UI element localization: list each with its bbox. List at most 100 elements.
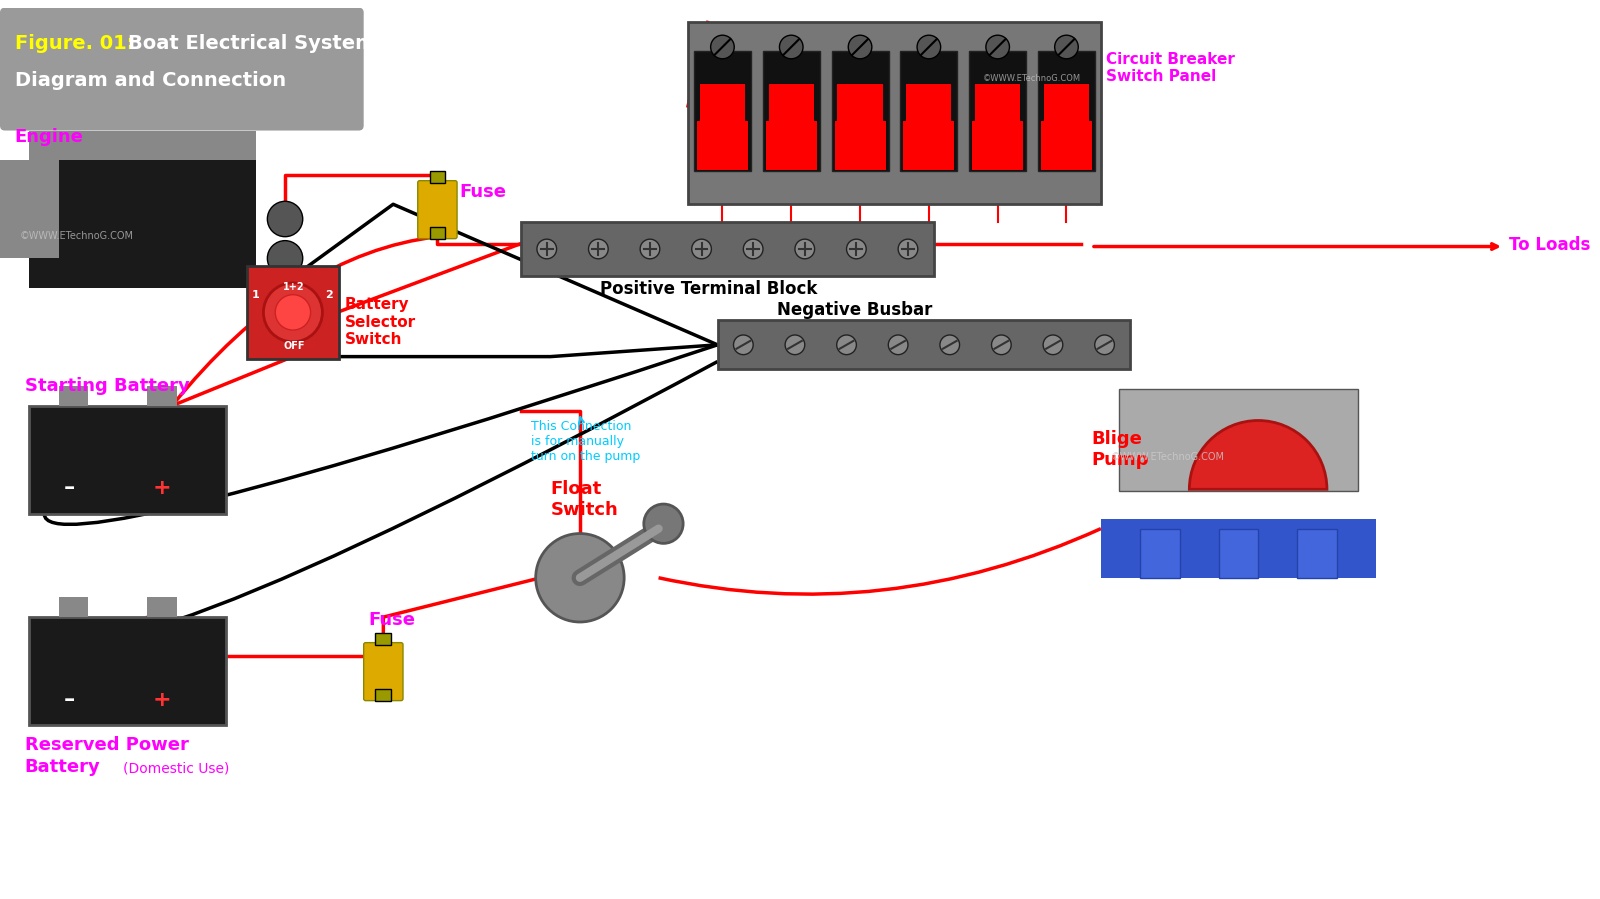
Circle shape	[846, 239, 866, 259]
Text: This Connection
is for manually
turn on the pump: This Connection is for manually turn on …	[531, 417, 640, 463]
FancyBboxPatch shape	[29, 130, 256, 160]
FancyBboxPatch shape	[717, 320, 1130, 369]
FancyBboxPatch shape	[1118, 389, 1358, 491]
Text: +: +	[152, 690, 171, 709]
Text: –: –	[64, 478, 75, 498]
FancyBboxPatch shape	[1298, 529, 1336, 578]
Text: ©WWW.ETechnoG.COM: ©WWW.ETechnoG.COM	[19, 231, 134, 241]
Circle shape	[589, 239, 608, 259]
FancyBboxPatch shape	[376, 689, 392, 700]
FancyBboxPatch shape	[1043, 85, 1090, 138]
Circle shape	[264, 283, 322, 342]
FancyBboxPatch shape	[974, 85, 1021, 138]
FancyBboxPatch shape	[418, 181, 458, 238]
FancyBboxPatch shape	[59, 386, 88, 405]
FancyBboxPatch shape	[522, 222, 934, 276]
Text: OFF: OFF	[283, 341, 304, 351]
Text: Battery: Battery	[24, 759, 101, 777]
Wedge shape	[1189, 421, 1326, 489]
FancyBboxPatch shape	[901, 51, 957, 171]
FancyBboxPatch shape	[1042, 120, 1093, 170]
Text: Fuse: Fuse	[368, 611, 416, 629]
FancyBboxPatch shape	[688, 22, 1101, 204]
FancyBboxPatch shape	[835, 120, 886, 170]
FancyBboxPatch shape	[1141, 529, 1179, 578]
Circle shape	[1043, 335, 1062, 354]
FancyBboxPatch shape	[363, 643, 403, 700]
Circle shape	[917, 35, 941, 58]
FancyBboxPatch shape	[698, 120, 749, 170]
Text: Negative Busbar: Negative Busbar	[776, 301, 931, 319]
Circle shape	[888, 335, 907, 354]
Text: 2: 2	[325, 289, 333, 299]
Text: Blige
Pump: Blige Pump	[1091, 431, 1149, 469]
Circle shape	[643, 504, 683, 543]
FancyBboxPatch shape	[246, 266, 339, 359]
Circle shape	[733, 335, 754, 354]
FancyBboxPatch shape	[147, 598, 178, 617]
Circle shape	[275, 295, 310, 330]
Text: Starting Battery: Starting Battery	[24, 377, 189, 395]
Circle shape	[898, 239, 918, 259]
FancyBboxPatch shape	[376, 633, 392, 645]
Circle shape	[536, 533, 624, 622]
Text: Circuit Breaker
Switch Panel: Circuit Breaker Switch Panel	[1106, 52, 1235, 85]
Text: Positive Terminal Block: Positive Terminal Block	[600, 280, 818, 298]
FancyBboxPatch shape	[904, 120, 955, 170]
Text: Diagram and Connection: Diagram and Connection	[14, 71, 286, 90]
FancyBboxPatch shape	[1101, 519, 1376, 578]
Circle shape	[992, 335, 1011, 354]
FancyBboxPatch shape	[970, 51, 1026, 171]
FancyBboxPatch shape	[768, 85, 814, 138]
FancyBboxPatch shape	[429, 227, 445, 238]
Text: Reserved Power: Reserved Power	[24, 735, 189, 753]
Circle shape	[795, 239, 814, 259]
Circle shape	[640, 239, 659, 259]
FancyBboxPatch shape	[763, 51, 819, 171]
Circle shape	[1094, 335, 1114, 354]
Circle shape	[744, 239, 763, 259]
FancyBboxPatch shape	[0, 8, 363, 130]
FancyBboxPatch shape	[837, 85, 883, 138]
Text: Boat Electrical System Wiring: Boat Electrical System Wiring	[128, 34, 454, 53]
Circle shape	[710, 35, 734, 58]
Text: Battery
Selector
Switch: Battery Selector Switch	[346, 298, 416, 347]
FancyBboxPatch shape	[906, 85, 952, 138]
Circle shape	[786, 335, 805, 354]
Text: Float
Switch: Float Switch	[550, 480, 618, 519]
Circle shape	[691, 239, 712, 259]
Circle shape	[267, 201, 302, 236]
FancyBboxPatch shape	[694, 51, 750, 171]
Circle shape	[267, 241, 302, 276]
Text: ©WWW.ETechnoG.COM: ©WWW.ETechnoG.COM	[1110, 452, 1224, 462]
Text: Fuse: Fuse	[459, 183, 506, 201]
FancyBboxPatch shape	[1038, 51, 1094, 171]
Text: 1: 1	[251, 289, 259, 299]
FancyBboxPatch shape	[429, 171, 445, 182]
FancyBboxPatch shape	[59, 598, 88, 617]
Text: (Domestic Use): (Domestic Use)	[123, 761, 229, 776]
Circle shape	[986, 35, 1010, 58]
FancyBboxPatch shape	[1219, 529, 1258, 578]
Circle shape	[538, 239, 557, 259]
Text: Engine: Engine	[14, 129, 83, 147]
FancyBboxPatch shape	[29, 617, 226, 725]
FancyBboxPatch shape	[147, 386, 178, 405]
FancyBboxPatch shape	[699, 85, 746, 138]
Text: ©WWW.ETechnoG.COM: ©WWW.ETechnoG.COM	[982, 75, 1082, 84]
Text: 1+2: 1+2	[283, 281, 304, 292]
Circle shape	[837, 335, 856, 354]
FancyBboxPatch shape	[29, 405, 226, 514]
FancyBboxPatch shape	[0, 160, 59, 258]
Text: +: +	[152, 478, 171, 498]
Text: Figure. 01:: Figure. 01:	[14, 34, 134, 53]
Circle shape	[779, 35, 803, 58]
Circle shape	[939, 335, 960, 354]
Text: To Loads: To Loads	[1509, 236, 1590, 254]
Circle shape	[1054, 35, 1078, 58]
Circle shape	[848, 35, 872, 58]
Text: –: –	[64, 690, 75, 709]
FancyBboxPatch shape	[766, 120, 818, 170]
FancyBboxPatch shape	[29, 150, 256, 288]
FancyBboxPatch shape	[832, 51, 888, 171]
